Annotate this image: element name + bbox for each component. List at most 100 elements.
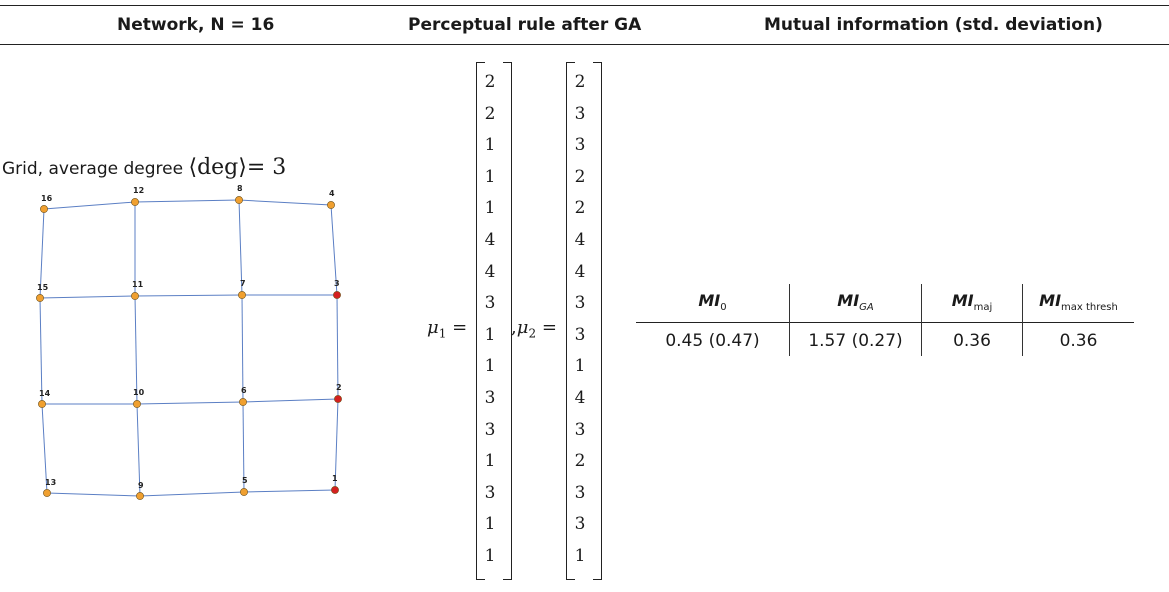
- graph-node-16: [40, 205, 48, 213]
- avg-degree-expression: ⟨deg⟩= 3: [188, 155, 287, 180]
- graph-node-1: [331, 486, 339, 494]
- graph-edge: [43, 201, 136, 210]
- graph-node-label: 11: [132, 280, 144, 289]
- mi-divider-1: [789, 284, 790, 356]
- graph-node-label: 14: [39, 389, 51, 398]
- mu2-subscript: 2: [528, 326, 537, 341]
- graph-edge: [238, 199, 243, 296]
- mu1-entry: 1: [484, 166, 496, 187]
- mu1-entry: 1: [484, 546, 496, 566]
- mu2-equals: =: [541, 317, 557, 338]
- graph-edge: [134, 199, 240, 203]
- mi-divider-2: [921, 284, 922, 356]
- graph-edge: [134, 295, 138, 405]
- mu2-entry: 3: [574, 419, 586, 440]
- mu2-symbol: μ: [516, 317, 529, 338]
- mu2-entry: 2: [574, 72, 586, 92]
- mu1-entry: 3: [484, 419, 496, 440]
- mu1-equals: =: [452, 317, 468, 338]
- mu1-entry: 1: [484, 135, 496, 156]
- graph-node-label: 7: [240, 279, 246, 288]
- graph-node-5: [240, 488, 248, 496]
- mu2-entry: 3: [574, 103, 586, 124]
- graph-node-14: [38, 400, 46, 408]
- graph-edge: [242, 398, 339, 403]
- graph-node-6: [239, 398, 247, 406]
- mi-0-value: 0.45 (0.47): [665, 331, 760, 351]
- graph-edge: [336, 294, 339, 400]
- graph-node-15: [36, 294, 44, 302]
- mu2-entry: 3: [574, 514, 586, 535]
- mu2-entry: 4: [574, 230, 586, 250]
- graph-node-13: [43, 489, 51, 497]
- mu1-entry: 3: [484, 293, 496, 314]
- grid-title: Grid, average degree ⟨deg⟩= 3: [2, 155, 286, 180]
- graph-edge: [39, 208, 45, 299]
- graph-edge: [39, 297, 43, 405]
- mu2-entry: 3: [574, 324, 586, 345]
- graph-node-label: 2: [336, 383, 342, 392]
- mu2-entry: 2: [574, 451, 586, 472]
- graph-node-11: [131, 292, 139, 300]
- mu2-left-bracket: [566, 62, 575, 580]
- mu2-entry: 2: [574, 198, 586, 219]
- mu1-subscript: 1: [438, 326, 447, 341]
- graph-node-label: 8: [237, 184, 243, 193]
- graph-node-4: [327, 201, 335, 209]
- header-perceptual-rule: Perceptual rule after GA: [408, 15, 642, 35]
- graph-node-label: 13: [45, 478, 56, 487]
- graph-node-12: [131, 198, 139, 206]
- graph-edge: [139, 491, 245, 497]
- graph-edge: [241, 294, 244, 403]
- graph-node-2: [334, 395, 342, 403]
- mu1-right-bracket: [503, 62, 512, 580]
- mu1-entry: 1: [484, 356, 496, 377]
- mi-ga-value: 1.57 (0.27): [808, 331, 903, 351]
- graph-node-label: 9: [138, 481, 144, 490]
- graph-node-label: 12: [133, 186, 144, 195]
- graph-node-7: [238, 291, 246, 299]
- mi-divider-3: [1022, 284, 1023, 356]
- mu2-entry: 1: [574, 546, 586, 566]
- graph-node-label: 15: [37, 283, 49, 292]
- mu1-entry: 4: [484, 230, 496, 250]
- graph-edge: [334, 398, 339, 491]
- header-network: Network, N = 16: [117, 15, 275, 35]
- graph-node-label: 16: [41, 194, 53, 203]
- table-top-rule: [0, 5, 1169, 6]
- graph-edge: [39, 295, 136, 299]
- grid-title-text: Grid, average degree: [2, 159, 184, 179]
- graph-node-10: [133, 400, 141, 408]
- graph-node-label: 1: [332, 474, 338, 483]
- grid-network-graph: 16 12 8 4 15 11 7 3 14 10 6 2 13 9 5 1: [36, 184, 342, 500]
- graph-node-3: [333, 291, 341, 299]
- graph-node-label: 5: [242, 476, 248, 485]
- mu2-right-bracket: [593, 62, 602, 580]
- mi-max-thresh-header: MImax thresh: [1039, 291, 1118, 314]
- mu1-entry: 1: [484, 514, 496, 535]
- graph-node-8: [235, 196, 243, 204]
- mu2-entry: 4: [574, 388, 586, 408]
- graph-edge: [41, 403, 48, 494]
- mu1-entry: 4: [484, 261, 496, 282]
- mu1-entry: 2: [484, 72, 496, 92]
- graph-edge: [330, 204, 338, 296]
- mu2-entry: 3: [574, 482, 586, 503]
- mi-ga-header: MIGA: [837, 291, 874, 314]
- mu1-label: μ1 =: [427, 317, 467, 341]
- graph-edge: [136, 403, 141, 497]
- graph-edge: [242, 401, 245, 493]
- header-mutual-information: Mutual information (std. deviation): [764, 15, 1103, 35]
- mu1-symbol: μ: [427, 317, 439, 338]
- mu1-entry: 1: [484, 324, 496, 345]
- mi-maj-value: 0.36: [953, 331, 991, 351]
- mu2-entry: 3: [574, 135, 586, 156]
- mu2-entry: 1: [574, 356, 586, 377]
- mi-maj-header: MImaj: [951, 291, 993, 314]
- mu1-entry: 3: [484, 482, 496, 503]
- mu2-label: ,μ2 =: [511, 317, 557, 341]
- graph-node-label: 4: [329, 189, 335, 198]
- mu1-entry: 1: [484, 451, 496, 472]
- graph-edge: [243, 489, 336, 493]
- graph-node-9: [136, 492, 144, 500]
